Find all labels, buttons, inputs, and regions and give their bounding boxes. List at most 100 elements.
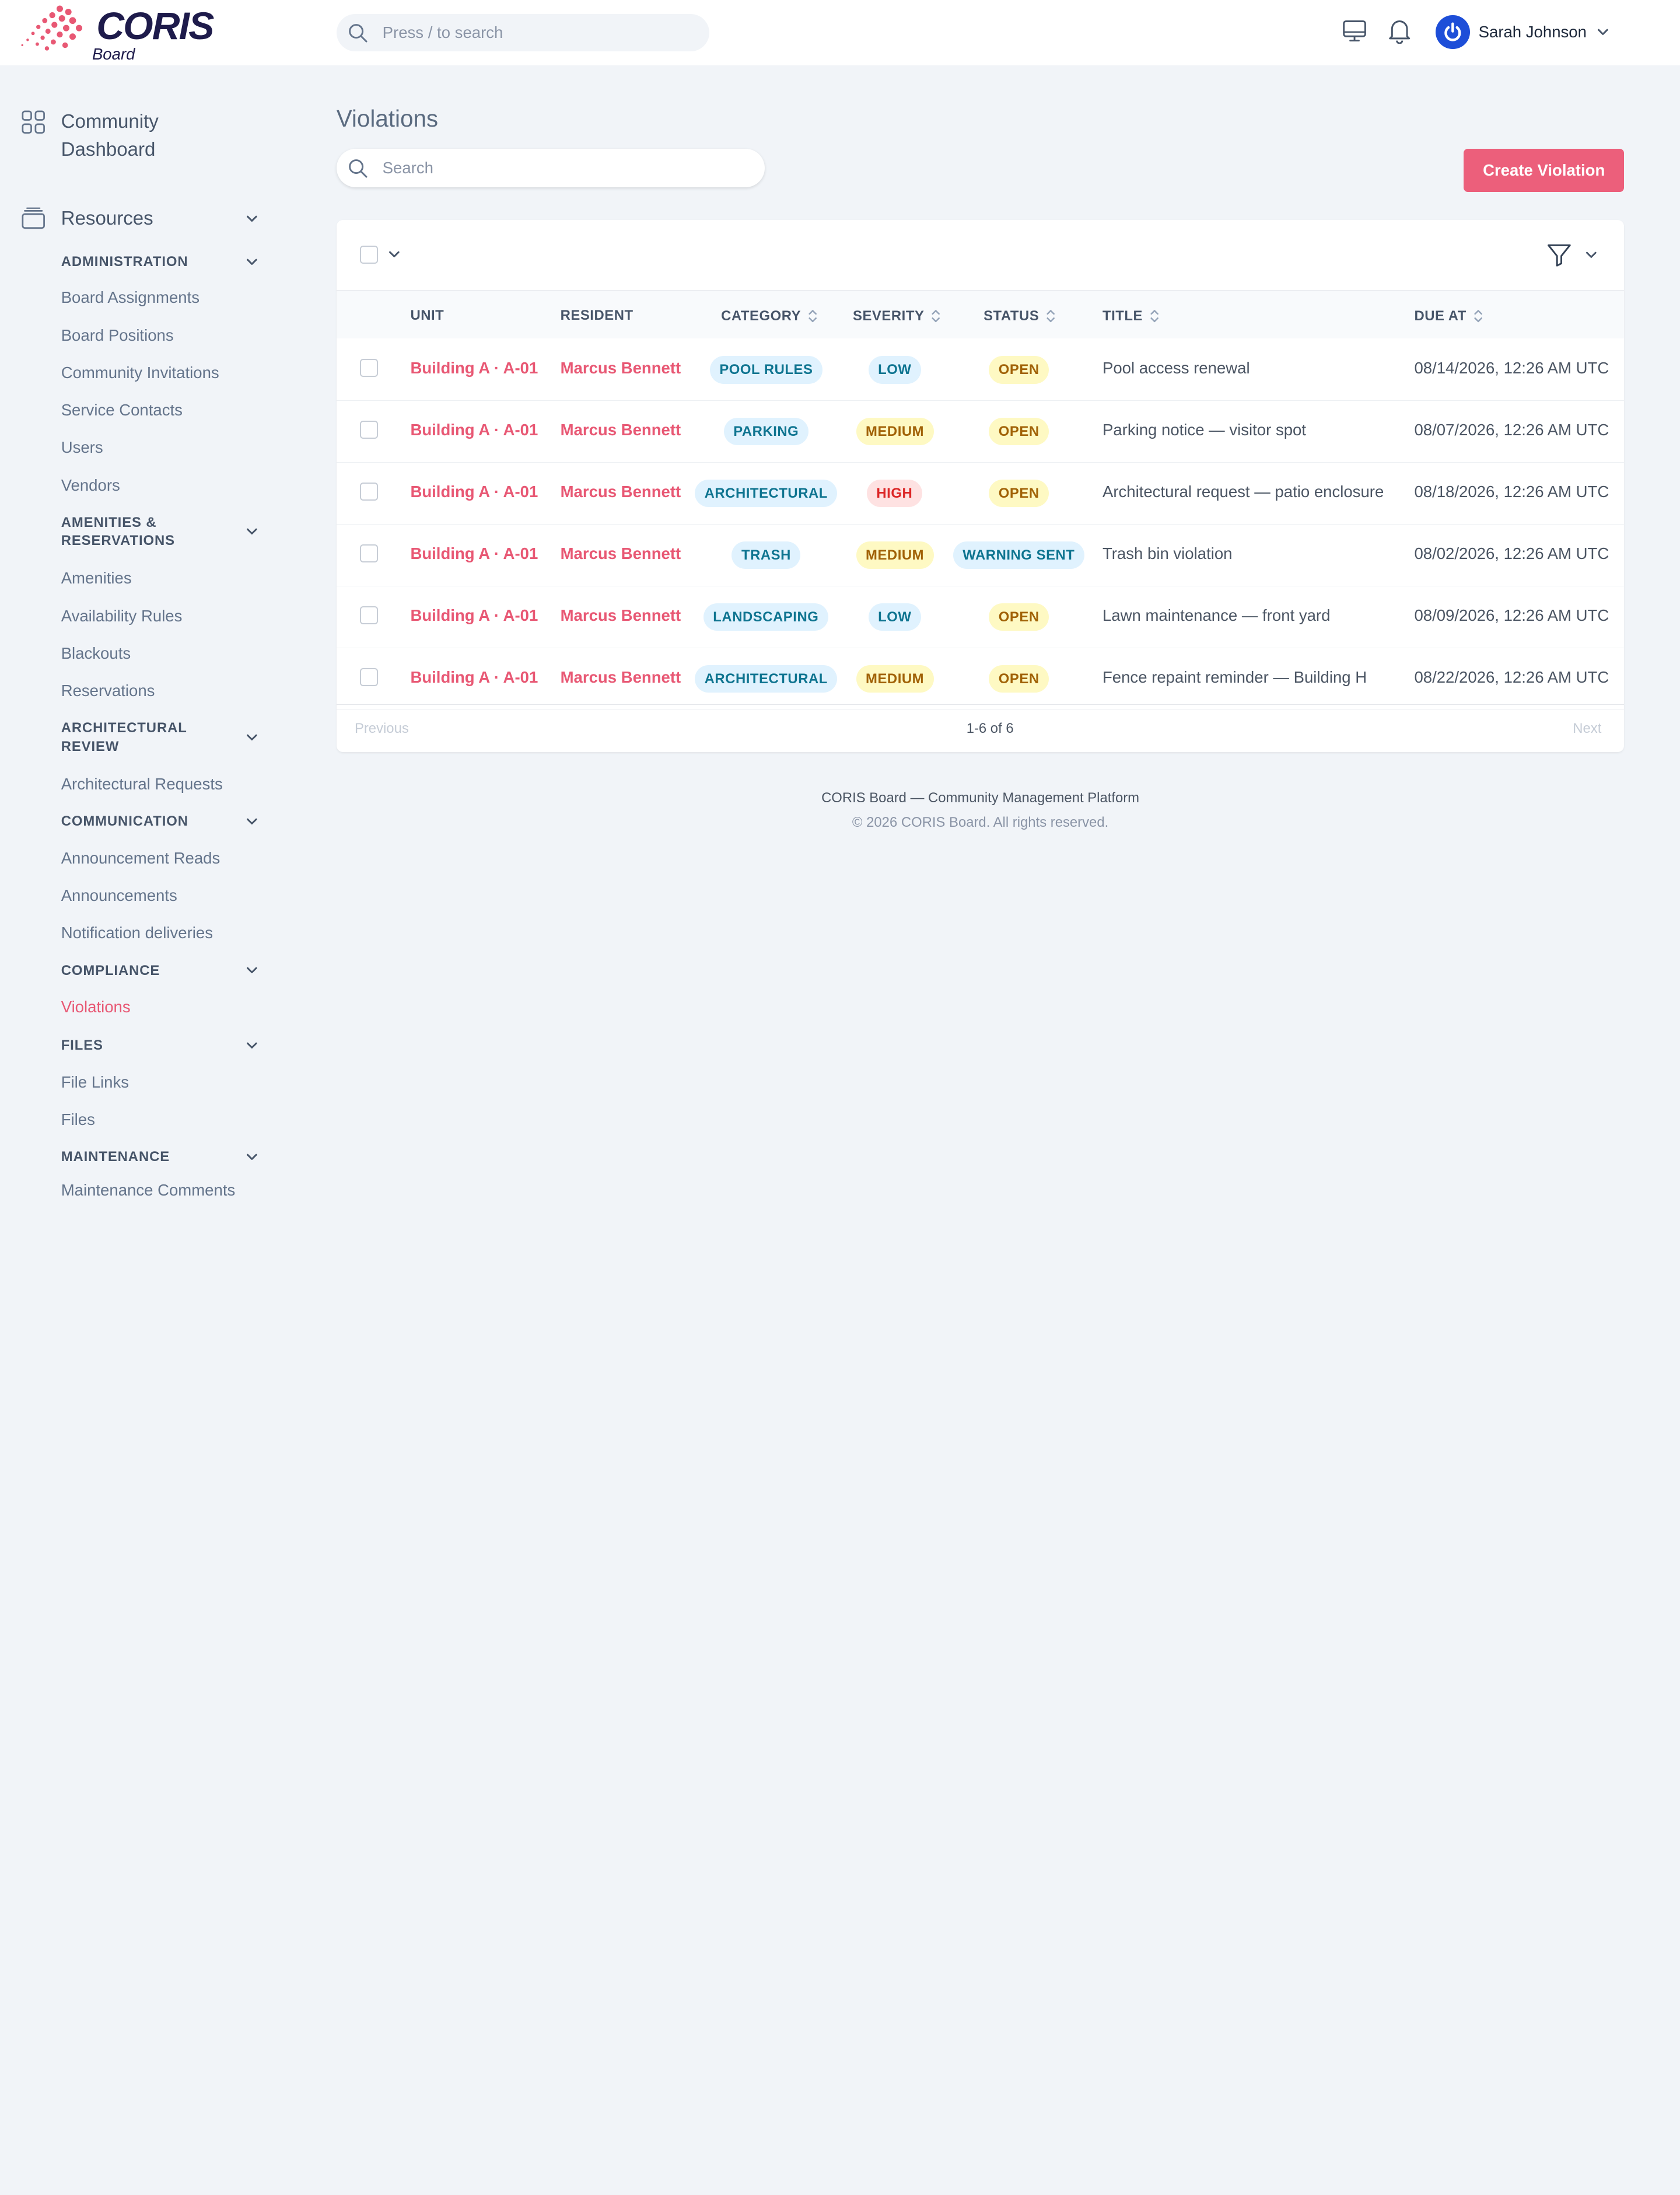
next-page-button[interactable]: Next (1573, 721, 1602, 737)
sidebar-item-file-links[interactable]: File Links (61, 1072, 130, 1091)
search-icon (349, 159, 368, 178)
sidebar-item-blackouts[interactable]: Blackouts (61, 644, 131, 662)
due-date: 08/09/2026, 12:26 AM UTC (1414, 606, 1609, 625)
sidebar-item-resources[interactable]: Resources (22, 205, 260, 233)
category-badge: PARKING (723, 417, 808, 446)
chevron-down-icon[interactable] (387, 247, 402, 262)
sidebar-item-service-contacts[interactable]: Service Contacts (61, 401, 183, 420)
table-row[interactable]: Building A · A-01 Marcus Bennett ARCHITECT… (336, 648, 1625, 710)
column-title[interactable]: TITLE (1102, 307, 1160, 324)
row-checkbox[interactable] (360, 483, 379, 501)
sidebar-item-availability-rules[interactable]: Availability Rules (61, 606, 183, 625)
column-status[interactable]: STATUS (984, 307, 1056, 324)
resident-link[interactable]: Marcus Bennett (560, 359, 681, 378)
column-label: CATEGORY (721, 307, 802, 324)
due-date: 08/02/2026, 12:26 AM UTC (1414, 544, 1609, 563)
violation-title: Architectural request — patio enclosure (1102, 483, 1384, 501)
bulk-select[interactable] (360, 245, 402, 264)
page-count: 1-6 of 6 (966, 721, 1014, 737)
sidebar-item-dashboard[interactable]: Community Dashboard (22, 108, 190, 164)
unit-link[interactable]: Building A · A-01 (410, 668, 538, 687)
sidebar-section-compliance[interactable]: COMPLIANCE (61, 962, 260, 980)
sidebar-item-files[interactable]: Files (61, 1110, 95, 1128)
chevron-down-icon (246, 258, 257, 265)
table-toolbar (336, 220, 1625, 291)
row-checkbox[interactable] (360, 421, 379, 439)
sidebar-item-announcement-reads[interactable]: Announcement Reads (61, 848, 220, 867)
create-violation-button[interactable]: Create Violation (1463, 149, 1625, 192)
sidebar-item-community-invitations[interactable]: Community Invitations (61, 363, 219, 382)
column-category[interactable]: CATEGORY (721, 307, 818, 324)
unit-link[interactable]: Building A · A-01 (410, 544, 538, 563)
table-row[interactable]: Building A · A-01 Marcus Bennett LANDSCAPI… (336, 586, 1625, 648)
filter-icon (1547, 244, 1571, 267)
sidebar-section-files[interactable]: FILES (61, 1036, 260, 1054)
resident-link[interactable]: Marcus Bennett (560, 668, 681, 687)
row-checkbox[interactable] (360, 606, 379, 625)
column-label: RESIDENT (560, 307, 634, 324)
chevron-down-icon (246, 967, 257, 974)
folder-stack-icon (22, 208, 45, 229)
chevron-down-icon (246, 1042, 257, 1048)
sidebar-item-architectural-requests[interactable]: Architectural Requests (61, 775, 223, 794)
resident-link[interactable]: Marcus Bennett (560, 606, 681, 625)
bell-icon[interactable] (1387, 17, 1412, 45)
sidebar-item-label: Resources (61, 207, 153, 229)
global-search-input[interactable] (382, 23, 694, 43)
unit-link[interactable]: Building A · A-01 (410, 359, 538, 378)
sidebar-item-announcements[interactable]: Announcements (61, 886, 177, 905)
row-checkbox[interactable] (360, 359, 379, 378)
unit-link[interactable]: Building A · A-01 (410, 483, 538, 501)
sidebar-item-board-positions[interactable]: Board Positions (61, 326, 174, 344)
search-icon (349, 23, 368, 43)
sidebar-item-vendors[interactable]: Vendors (61, 476, 120, 494)
sidebar-item-notification-deliveries[interactable]: Notification deliveries (61, 924, 213, 942)
column-unit[interactable]: UNIT (410, 307, 444, 324)
column-severity[interactable]: SEVERITY (853, 307, 942, 324)
sidebar-item-maintenance-comments[interactable]: Maintenance Comments (61, 1181, 236, 1200)
chevron-down-icon (1597, 29, 1608, 36)
violations-table-card: UNIT RESIDENT CATEGORY SEVERITY STATUS T… (336, 219, 1625, 753)
section-label: ARCHITECTURAL REVIEW (61, 720, 187, 754)
filter-menu[interactable] (1545, 241, 1599, 269)
table-row[interactable]: Building A · A-01 Marcus Bennett ARCHITECT… (336, 462, 1625, 525)
resident-link[interactable]: Marcus Bennett (560, 483, 681, 501)
sidebar-section-maintenance[interactable]: MAINTENANCE (61, 1148, 260, 1166)
column-label: SEVERITY (853, 307, 925, 324)
previous-page-button[interactable]: Previous (354, 721, 409, 737)
sidebar-item-amenities[interactable]: Amenities (61, 569, 132, 588)
column-label: TITLE (1102, 307, 1143, 324)
category-badge: ARCHITECTURAL (695, 665, 838, 693)
sort-icon (1150, 310, 1158, 323)
column-resident[interactable]: RESIDENT (561, 307, 634, 324)
sidebar-item-reservations[interactable]: Reservations (61, 681, 155, 700)
row-checkbox[interactable] (360, 668, 379, 687)
global-search[interactable] (336, 13, 709, 52)
column-due-at[interactable]: DUE AT (1414, 307, 1483, 324)
sidebar-section-amenities[interactable]: AMENITIES & RESERVATIONS (61, 513, 260, 550)
monitor-icon[interactable] (1342, 17, 1367, 45)
select-all-checkbox[interactable] (360, 245, 379, 264)
sort-icon (1474, 310, 1482, 323)
status-badge: OPEN (989, 355, 1049, 384)
table-row[interactable]: Building A · A-01 Marcus Bennett POOL RULE… (336, 338, 1625, 401)
row-checkbox[interactable] (360, 544, 379, 563)
top-bar: CORIS Board Sarah Johnson (0, 0, 1680, 66)
sidebar-section-architectural-review[interactable]: ARCHITECTURAL REVIEW (61, 719, 260, 755)
unit-link[interactable]: Building A · A-01 (410, 606, 538, 625)
resident-link[interactable]: Marcus Bennett (560, 421, 681, 439)
sidebar-item-board-assignments[interactable]: Board Assignments (61, 288, 200, 307)
table-row[interactable]: Building A · A-01 Marcus Bennett TRASH MEDI… (336, 524, 1625, 586)
user-name: Sarah Johnson (1478, 23, 1587, 41)
sidebar-section-communication[interactable]: COMMUNICATION (61, 812, 260, 830)
sidebar-item-users[interactable]: Users (61, 438, 103, 457)
resident-link[interactable]: Marcus Bennett (560, 544, 681, 563)
logo[interactable]: CORIS Board (17, 2, 220, 63)
violations-search[interactable] (336, 149, 765, 188)
unit-link[interactable]: Building A · A-01 (410, 421, 538, 439)
sidebar-section-administration[interactable]: ADMINISTRATION (61, 253, 260, 271)
table-row[interactable]: Building A · A-01 Marcus Bennett PARKING ME… (336, 400, 1625, 463)
sidebar-item-violations[interactable]: Violations (61, 998, 131, 1016)
violations-search-input[interactable] (382, 159, 747, 178)
user-menu[interactable]: Sarah Johnson (1436, 15, 1610, 50)
